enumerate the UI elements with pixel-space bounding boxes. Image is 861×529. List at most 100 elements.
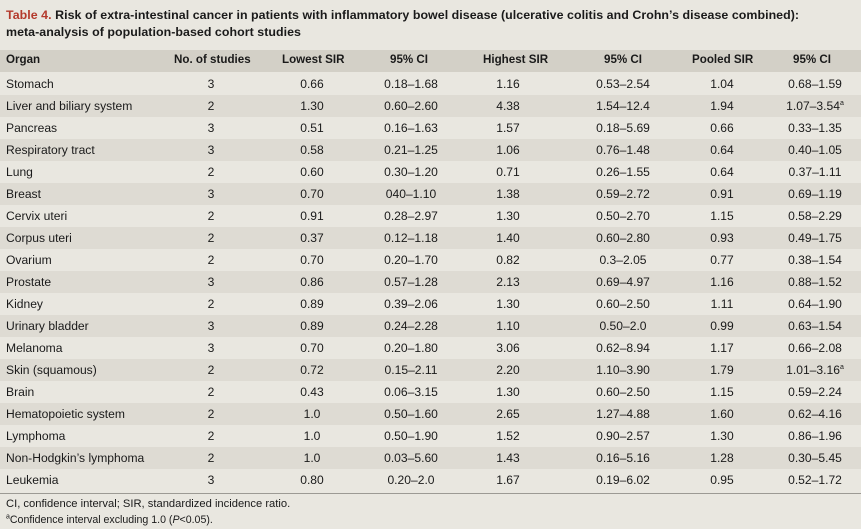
cell-lowest-ci-text: 0.12–1.18 <box>384 231 438 245</box>
header-highest-sir: Highest SIR <box>483 53 549 66</box>
cell-organ: Hematopoietic system <box>6 407 125 421</box>
cell-pooled-sir-text: 0.66 <box>710 121 734 135</box>
cell-highest-sir: 2.65 <box>486 407 530 421</box>
cell-lowest-sir: 0.70 <box>290 253 334 267</box>
table-header: Organ No. of studies Lowest SIR 95% CI H… <box>0 50 861 72</box>
footnote-text-pre: Confidence interval excluding 1.0 ( <box>9 514 173 526</box>
cell-highest-ci-text: 0.26–1.55 <box>596 165 650 179</box>
header-no-of-studies: No. of studies <box>174 53 251 66</box>
cell-highest-sir: 1.67 <box>486 473 530 487</box>
cell-no-of-studies: 2 <box>196 451 226 465</box>
cell-no-of-studies: 2 <box>196 253 226 267</box>
cell-lowest-ci: 0.12–1.18 <box>368 231 454 245</box>
header-highest-ci: 95% CI <box>604 53 643 66</box>
cell-highest-sir: 1.57 <box>486 121 530 135</box>
table-row: Cervix uteri 2 0.91 0.28–2.97 1.30 0.50–2.70 1… <box>0 205 861 227</box>
cell-lowest-ci: 0.16–1.63 <box>368 121 454 135</box>
cell-highest-sir: 1.30 <box>486 209 530 223</box>
cell-lowest-sir: 0.66 <box>290 77 334 91</box>
cell-pooled-ci: 0.66–2.08 <box>772 341 858 355</box>
table-row: Skin (squamous) 2 0.72 0.15–2.11 2.20 1.10–3.… <box>0 359 861 381</box>
cell-pooled-sir: 1.28 <box>700 451 744 465</box>
cell-lowest-sir-text: 0.89 <box>300 297 324 311</box>
cell-lowest-sir-text: 0.51 <box>300 121 324 135</box>
cell-pooled-ci: 0.38–1.54 <box>772 253 858 267</box>
cell-organ: Ovarium <box>6 253 52 267</box>
cell-organ-text: Urinary bladder <box>6 319 89 333</box>
cell-no-of-studies-text: 3 <box>207 187 215 201</box>
cell-no-of-studies-text: 2 <box>207 231 215 245</box>
cell-highest-ci: 0.26–1.55 <box>580 165 666 179</box>
cell-lowest-sir-text: 0.89 <box>300 319 324 333</box>
header-organ: Organ <box>6 53 41 66</box>
cell-no-of-studies: 2 <box>196 429 226 443</box>
cell-lowest-sir-text: 1.30 <box>300 99 324 113</box>
cell-pooled-ci: 0.64–1.90 <box>772 297 858 311</box>
cell-highest-ci-text: 1.10–3.90 <box>596 363 650 377</box>
cell-pooled-sir-text: 0.77 <box>710 253 734 267</box>
table-row: Respiratory tract 3 0.58 0.21–1.25 1.06 0.76–… <box>0 139 861 161</box>
cell-pooled-sir-text: 0.99 <box>710 319 734 333</box>
cell-lowest-ci: 0.15–2.11 <box>368 363 454 377</box>
cell-highest-ci-text: 0.50–2.0 <box>599 319 647 333</box>
table-row: Pancreas 3 0.51 0.16–1.63 1.57 0.18–5.69 0.66 0… <box>0 117 861 139</box>
cell-lowest-sir-text: 0.91 <box>300 209 324 223</box>
cell-lowest-ci: 0.06–3.15 <box>368 385 454 399</box>
cell-organ: Stomach <box>6 77 54 91</box>
cell-no-of-studies: 3 <box>196 275 226 289</box>
cell-organ: Lung <box>6 165 33 179</box>
cell-organ-text: Leukemia <box>6 473 59 487</box>
cell-highest-ci-text: 0.69–4.97 <box>596 275 650 289</box>
table-row: Breast 3 0.70 040–1.10 1.38 0.59–2.72 0.91 0.69… <box>0 183 861 205</box>
cell-highest-ci-text: 0.53–2.54 <box>596 77 650 91</box>
cell-pooled-sir-text: 0.64 <box>710 165 734 179</box>
cell-highest-sir-text: 1.10 <box>496 319 520 333</box>
table-row: Urinary bladder 3 0.89 0.24–2.28 1.10 0.50–2.… <box>0 315 861 337</box>
cell-no-of-studies-text: 2 <box>207 407 215 421</box>
cell-no-of-studies: 3 <box>196 319 226 333</box>
cell-lowest-ci: 0.20–1.80 <box>368 341 454 355</box>
table-body: Stomach 3 0.66 0.18–1.68 1.16 0.53–2.54 1.04 0.… <box>0 73 861 491</box>
cell-lowest-sir: 1.30 <box>290 99 334 113</box>
cell-lowest-ci: 0.20–2.0 <box>368 473 454 487</box>
cell-lowest-sir-text: 1.0 <box>303 429 321 443</box>
cell-pooled-ci-text: 0.52–1.72 <box>788 473 842 487</box>
cell-lowest-sir-text: 0.66 <box>300 77 324 91</box>
cell-no-of-studies-text: 2 <box>207 451 215 465</box>
cell-lowest-sir-text: 0.80 <box>300 473 324 487</box>
cell-lowest-sir: 0.70 <box>290 187 334 201</box>
cell-pooled-sir-text: 1.30 <box>710 429 734 443</box>
cell-highest-ci: 0.3–2.05 <box>580 253 666 267</box>
cell-pooled-sir-text: 1.04 <box>710 77 734 91</box>
table-row: Kidney 2 0.89 0.39–2.06 1.30 0.60–2.50 1.11 0.6… <box>0 293 861 315</box>
header-lowest-ci: 95% CI <box>390 53 429 66</box>
cell-lowest-sir: 1.0 <box>290 451 334 465</box>
cell-highest-sir: 1.30 <box>486 297 530 311</box>
cell-lowest-sir-text: 1.0 <box>303 451 321 465</box>
table-row: Corpus uteri 2 0.37 0.12–1.18 1.40 0.60–2.80 0… <box>0 227 861 249</box>
header-pooled-sir: Pooled SIR <box>692 53 754 66</box>
cell-highest-ci: 0.62–8.94 <box>580 341 666 355</box>
cell-pooled-ci: 0.37–1.11 <box>772 165 858 179</box>
footnote-text-post: <0.05). <box>179 514 213 526</box>
cell-highest-ci: 0.50–2.0 <box>580 319 666 333</box>
cell-pooled-ci-text: 0.86–1.96 <box>788 429 842 443</box>
cell-lowest-sir: 0.86 <box>290 275 334 289</box>
cell-no-of-studies-text: 2 <box>207 297 215 311</box>
cell-highest-sir: 4.38 <box>486 99 530 113</box>
cell-highest-sir: 1.52 <box>486 429 530 443</box>
cell-no-of-studies: 2 <box>196 385 226 399</box>
cell-lowest-sir-text: 0.43 <box>300 385 324 399</box>
cell-lowest-sir: 0.51 <box>290 121 334 135</box>
cell-no-of-studies: 3 <box>196 341 226 355</box>
table-title-line2: meta-analysis of population-based cohort… <box>6 25 302 39</box>
cell-lowest-ci: 0.24–2.28 <box>368 319 454 333</box>
cell-organ-text: Respiratory tract <box>6 143 95 157</box>
cell-highest-ci-text: 0.18–5.69 <box>596 121 650 135</box>
cell-no-of-studies: 2 <box>196 297 226 311</box>
cell-highest-sir: 1.06 <box>486 143 530 157</box>
cell-highest-sir: 1.10 <box>486 319 530 333</box>
cell-lowest-sir-text: 0.70 <box>300 253 324 267</box>
cell-pooled-sir: 0.91 <box>700 187 744 201</box>
cell-pooled-sir-text: 1.16 <box>710 275 734 289</box>
